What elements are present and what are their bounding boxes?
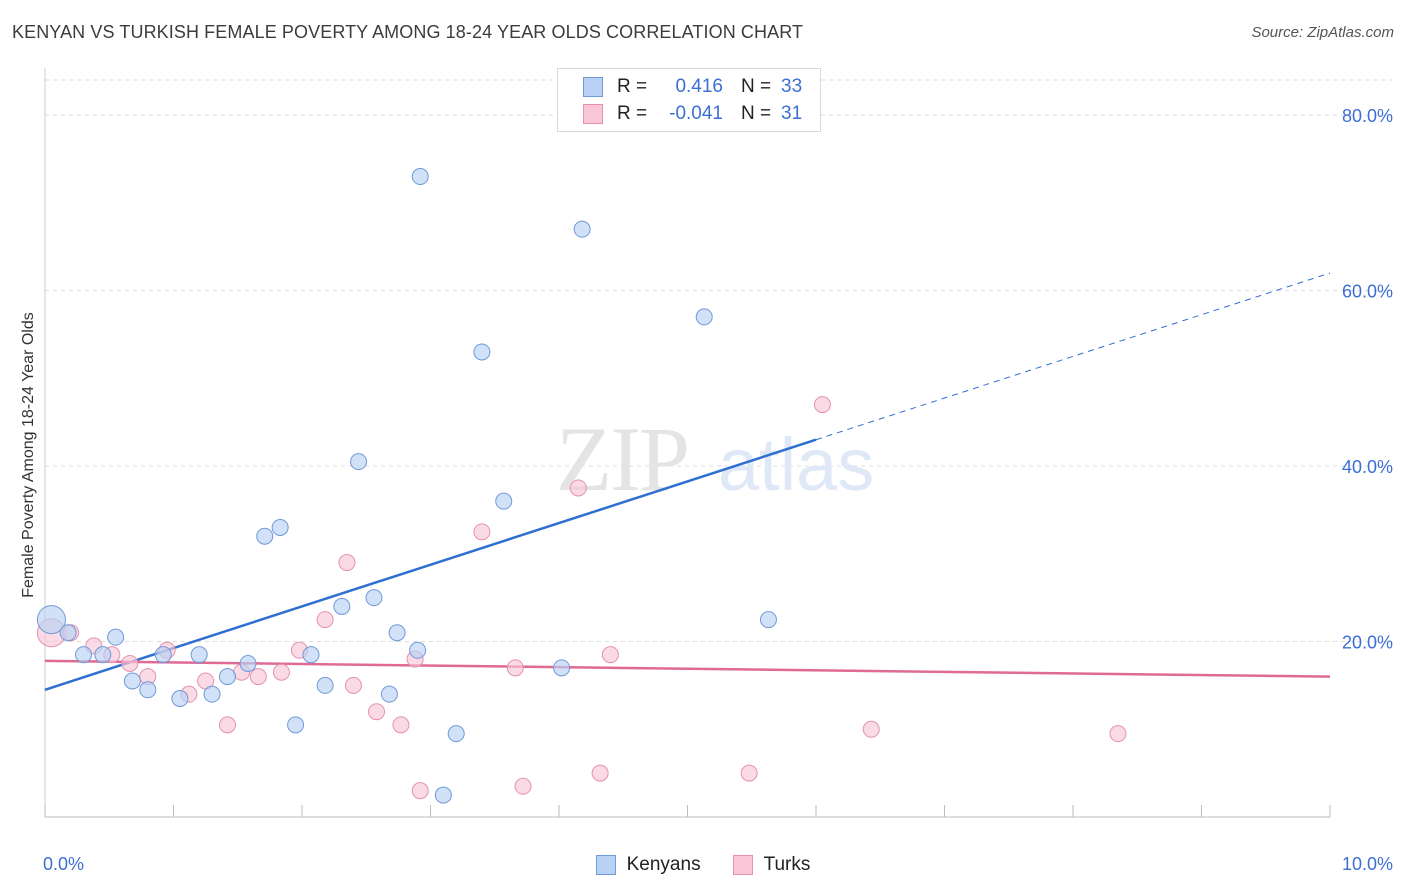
kenyans-swatch <box>595 855 616 875</box>
kenyan-point <box>411 168 429 186</box>
x-tick-label-min: 0.0% <box>43 854 84 874</box>
series-legend: Kenyans Turks <box>0 851 1406 879</box>
x-tick-label-max: 10.0% <box>1342 854 1393 874</box>
kenyan-point <box>94 646 112 664</box>
gridlines <box>45 79 1392 643</box>
r-label: R = <box>617 76 648 97</box>
turk-point <box>411 782 429 800</box>
kenyan-point <box>380 685 398 703</box>
kenyan-point <box>271 518 289 536</box>
kenyan-point <box>75 646 93 664</box>
trend-line-kenyans-extension <box>815 272 1331 441</box>
watermark-atlas: atlas <box>718 423 874 506</box>
kenyan-point <box>350 453 368 471</box>
kenyan-point <box>695 308 713 326</box>
stats-legend: R = 0.416 N = 33 R = -0.041 N = 31 <box>557 68 821 132</box>
kenyan-point <box>473 343 491 361</box>
kenyan-point <box>447 725 465 743</box>
turk-point <box>392 716 410 734</box>
kenyan-point <box>139 681 157 699</box>
chart-title: KENYAN VS TURKISH FEMALE POVERTY AMONG 1… <box>12 22 804 42</box>
turk-point <box>601 646 619 664</box>
y-tick-label: 20.0% <box>1342 633 1393 653</box>
data-points <box>36 168 1127 804</box>
kenyan-point <box>495 492 513 510</box>
tick-labels: 20.0% 40.0% 60.0% 80.0% 0.0% 10.0% <box>43 106 1393 874</box>
turk-point <box>473 523 491 541</box>
n-label: N = <box>741 76 772 97</box>
legend-item-turks[interactable]: Turks <box>732 854 811 876</box>
r-value: -0.041 <box>669 103 723 124</box>
kenyan-point <box>365 589 383 607</box>
kenyan-point <box>107 628 125 646</box>
turk-point <box>249 668 267 686</box>
turk-point <box>218 716 236 734</box>
turk-point <box>344 676 362 694</box>
turk-point <box>338 554 356 572</box>
turk-point <box>1109 725 1127 743</box>
kenyan-point <box>36 605 66 635</box>
kenyans-swatch <box>583 77 603 97</box>
n-value: 33 <box>781 76 803 97</box>
y-tick-label: 80.0% <box>1342 106 1393 126</box>
kenyan-point <box>434 786 452 804</box>
turk-point <box>591 764 609 782</box>
turk-point <box>862 720 880 738</box>
turks-swatch <box>732 855 753 875</box>
kenyan-point <box>203 685 221 703</box>
axes <box>44 68 1331 818</box>
turk-point <box>813 396 831 414</box>
legend-label-turks: Turks <box>763 854 811 875</box>
n-label: N = <box>741 103 772 124</box>
kenyan-point <box>553 659 571 677</box>
trend-lines <box>44 272 1331 691</box>
legend-item-kenyans[interactable]: Kenyans <box>595 854 701 876</box>
n-value: 31 <box>781 103 803 124</box>
kenyan-point <box>409 641 427 659</box>
turk-point <box>740 764 758 782</box>
r-value: 0.416 <box>675 76 723 97</box>
kenyan-point <box>333 597 351 615</box>
y-tick-label: 40.0% <box>1342 457 1393 477</box>
turk-point <box>569 479 587 497</box>
kenyan-point <box>316 676 334 694</box>
turks-swatch <box>583 104 603 124</box>
kenyan-point <box>123 672 141 690</box>
kenyan-point <box>239 654 257 672</box>
kenyan-point <box>171 690 189 708</box>
y-tick-label: 60.0% <box>1342 282 1393 302</box>
r-label: R = <box>617 103 648 124</box>
kenyan-point <box>759 611 777 629</box>
kenyan-point <box>190 646 208 664</box>
turk-point <box>316 611 334 629</box>
kenyan-point <box>302 646 320 664</box>
kenyan-point <box>287 716 305 734</box>
kenyan-point <box>388 624 406 642</box>
turk-point <box>506 659 524 677</box>
kenyan-point <box>256 527 274 545</box>
turk-point <box>272 663 290 681</box>
source-label: Source: ZipAtlas.com <box>1251 24 1394 41</box>
kenyan-point <box>154 646 172 664</box>
trend-line-turks <box>44 659 1331 678</box>
kenyan-point <box>59 624 77 642</box>
stats-row-turks: R = -0.041 N = 31 <box>558 100 802 128</box>
stats-row-kenyans: R = 0.416 N = 33 <box>558 73 802 101</box>
turk-point <box>514 777 532 795</box>
legend-label-kenyans: Kenyans <box>626 854 701 875</box>
kenyan-point <box>218 668 236 686</box>
turk-point <box>368 703 386 721</box>
turk-point <box>121 654 139 672</box>
kenyan-point <box>573 220 591 238</box>
